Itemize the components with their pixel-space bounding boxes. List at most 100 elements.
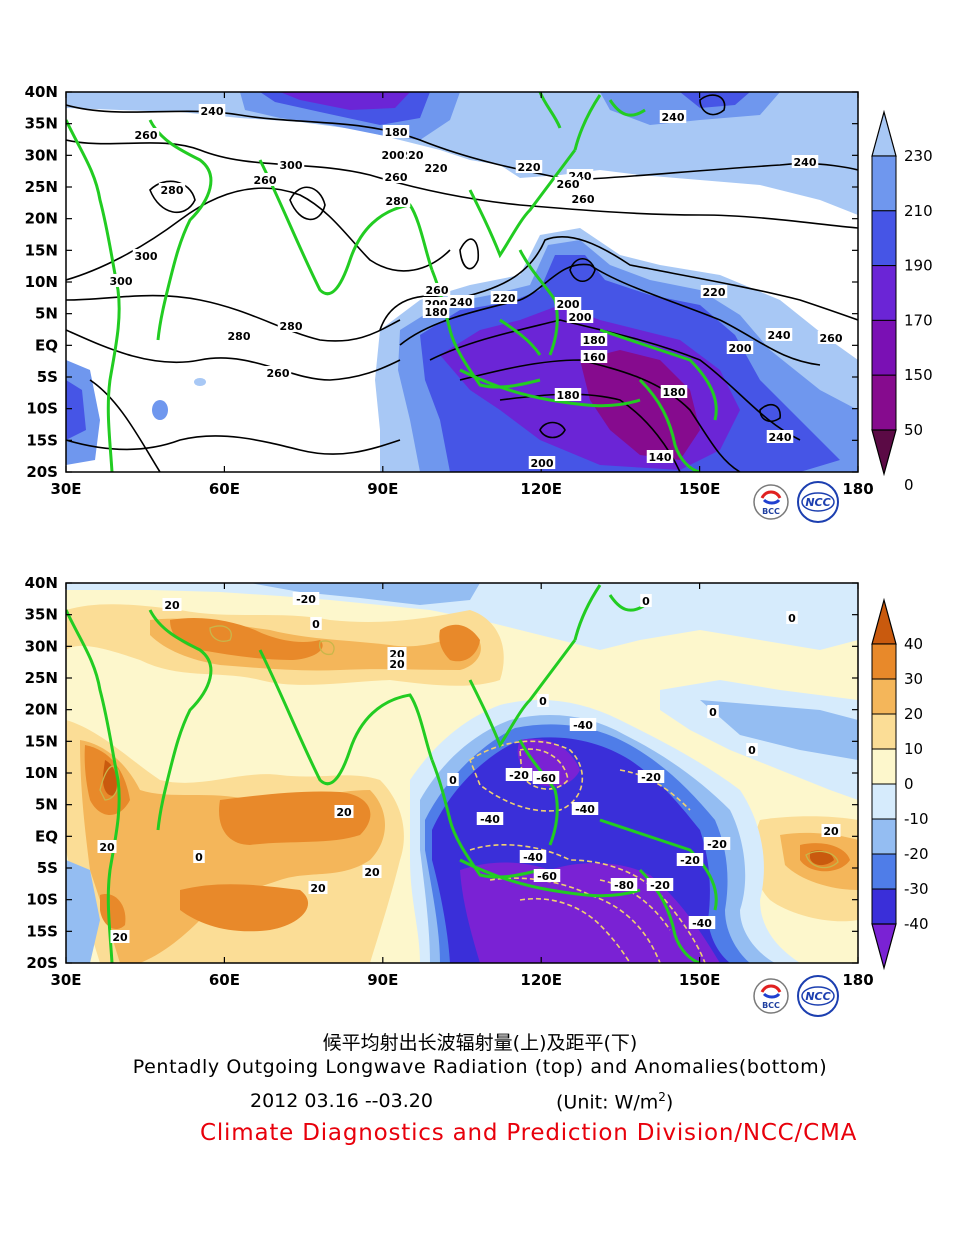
top-map: 40N 35N 30N 25N 20N 15N 10N 5N EQ 5S 10S 15S 20S 30E… — [25, 83, 874, 498]
contour-label-bg — [786, 611, 798, 624]
ncc-logo-text: NCC — [805, 496, 830, 509]
contour-label: -20 — [707, 838, 727, 851]
colorbar-label: -30 — [904, 880, 929, 898]
contour-label: 240 — [769, 431, 792, 444]
contour-label: 180 — [583, 334, 606, 347]
contour-label-bg — [308, 881, 328, 894]
contour-label-bg — [659, 110, 687, 123]
contour-label: 260 — [557, 178, 580, 191]
lon-label: 150E — [679, 480, 721, 498]
top-lat-axis: 40N 35N 30N 25N 20N 15N 10N 5N EQ 5S 10S 15S 20S — [25, 83, 858, 481]
contour-label: 220 — [425, 162, 448, 175]
title-chinese: 候平均射出长波辐射量(上)及距平(下) — [322, 1032, 638, 1054]
contour-label: 20 — [112, 931, 128, 944]
lat-label: 35N — [25, 606, 58, 624]
bcc-logo-swirl-blue — [762, 498, 781, 505]
contour-label-bg — [660, 385, 688, 398]
contour-label: 260 — [572, 193, 595, 206]
contour-label: 20 — [99, 841, 115, 854]
contour-label: 160 — [583, 351, 606, 364]
colorbar-segment — [871, 210, 897, 267]
colorbar-label: 30 — [904, 670, 923, 688]
contour-label: 200 — [569, 311, 592, 324]
contour-label-bg — [132, 249, 160, 262]
lat-label: 25N — [25, 178, 58, 196]
contour-label: 280 — [280, 320, 303, 333]
contour-label-bg — [566, 310, 594, 323]
contour-label-bg — [515, 160, 543, 173]
colorbar-label: 0 — [904, 775, 914, 793]
lat-label: 35N — [25, 115, 58, 133]
contour-label-bg — [554, 388, 582, 401]
colorbar-top-arrow — [871, 597, 897, 645]
contour-label: 0 — [748, 744, 756, 757]
contour-label: 200 — [531, 457, 554, 470]
colorbar-segment — [871, 748, 897, 785]
lon-label: 150E — [679, 971, 721, 989]
contour-label: 260 — [135, 129, 158, 142]
lat-label: 5S — [37, 368, 58, 386]
lon-label: 120E — [520, 971, 562, 989]
contour-label-bg — [198, 104, 226, 117]
contour-label: 20 — [389, 658, 405, 671]
lat-label: 5N — [35, 305, 58, 323]
contour-label-bg — [817, 331, 845, 344]
colorbar-segment — [871, 155, 897, 212]
contour-label-bg — [554, 177, 582, 190]
bottom-contour-labels: 20 -20 0 0 20 20 0 0 0 -40 -20 -60 -20 0 0 -40 -40 20 20 0 -… — [97, 592, 841, 944]
lat-label: EQ — [35, 336, 58, 354]
contour-label-bg — [292, 592, 320, 605]
ncc-logo-text: NCC — [805, 990, 830, 1003]
contour-label: 260 — [267, 367, 290, 380]
contour-label: 240 — [662, 111, 685, 124]
contour-label: 180 — [557, 389, 580, 402]
contour-label: 20 — [310, 882, 326, 895]
colorbar-label: 50 — [904, 421, 923, 439]
contour-label-bg — [97, 840, 117, 853]
ncc-logo-icon — [797, 481, 839, 523]
title-english: Pentadly Outgoing Longwave Radiation (to… — [132, 1056, 828, 1078]
contour-label: 240 — [450, 296, 473, 309]
contour-label: -20 — [680, 854, 700, 867]
lon-label: 30E — [50, 971, 81, 989]
contour-label-bg — [107, 274, 135, 287]
contour-label: 140 — [649, 451, 672, 464]
contour-label-bg — [158, 183, 186, 196]
contour-label-bg — [382, 125, 410, 138]
colorbar-label: 210 — [904, 202, 933, 220]
contour-label-bg — [676, 853, 704, 866]
bcc-logo-text: BCC — [762, 1001, 780, 1010]
contour-label-bg — [476, 812, 504, 825]
contour-label-bg — [646, 878, 674, 891]
contour-label: -40 — [692, 917, 712, 930]
colorbar-top-arrow — [871, 109, 897, 157]
unit-suffix: ) — [665, 1091, 674, 1114]
contour-label: -40 — [523, 851, 543, 864]
contour-label-bg — [688, 916, 716, 929]
contour-label-bg — [132, 128, 160, 141]
colorbar-label: 150 — [904, 366, 933, 384]
contour-label: -20 — [296, 593, 316, 606]
contour-label: 240 — [794, 156, 817, 169]
contour-label-bg — [537, 694, 549, 707]
colorbar-label: 20 — [904, 705, 923, 723]
contour-label-bg — [646, 450, 674, 463]
contour-label: -40 — [480, 813, 500, 826]
contour-label: 220 — [493, 292, 516, 305]
unit-label: (Unit: W/m2) — [556, 1090, 673, 1113]
contour-label: 0 — [449, 774, 457, 787]
bottom-lon-axis: 30E 60E 90E 120E 150E 180 — [50, 583, 874, 989]
colorbar-bottom-arrow — [871, 923, 897, 971]
colorbar-label: -10 — [904, 810, 929, 828]
bottom-map-pos-contours — [99, 625, 839, 869]
unit-prefix: (Unit: W/m — [556, 1091, 659, 1114]
contour-label: 260 — [426, 284, 449, 297]
contour-label-bg — [447, 295, 475, 308]
contour-label: -80 — [614, 879, 634, 892]
lat-label: 20N — [25, 701, 58, 719]
logos-bottom: BCC NCC — [753, 975, 839, 1017]
contour-label: 300 — [135, 250, 158, 263]
colorbar-label: 190 — [904, 257, 933, 275]
contour-label: 200 — [382, 149, 405, 162]
contour-label-bg — [703, 837, 731, 850]
